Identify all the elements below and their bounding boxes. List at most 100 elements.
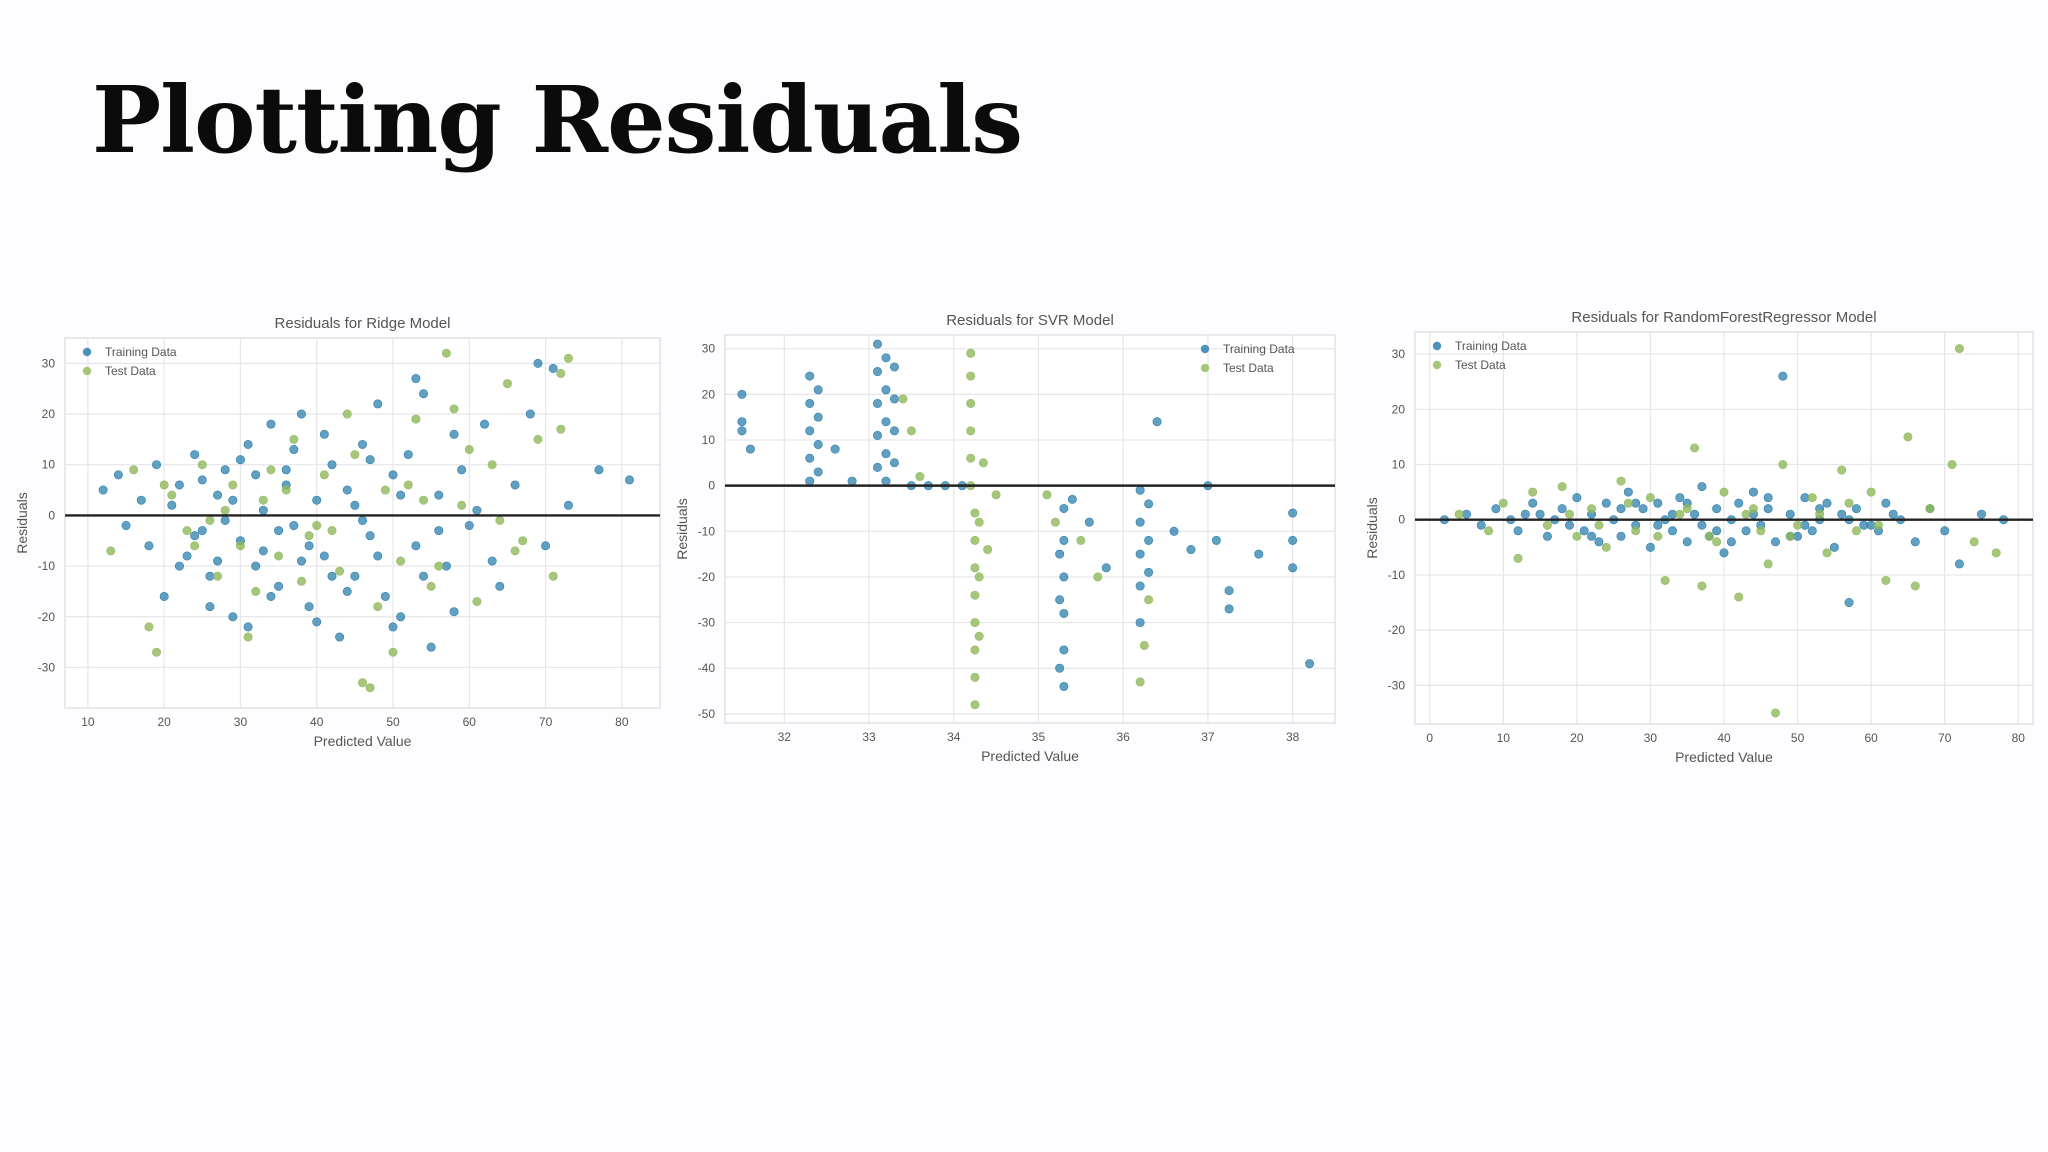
training-point	[1055, 595, 1065, 605]
test-point	[129, 465, 139, 475]
test-point	[1851, 526, 1861, 536]
test-point	[1557, 482, 1567, 492]
training-point	[464, 521, 474, 531]
training-point	[737, 426, 747, 436]
test-point	[152, 647, 162, 657]
test-point	[970, 563, 980, 573]
test-point	[1042, 490, 1052, 500]
training-point	[1059, 645, 1069, 655]
training-point	[1135, 517, 1145, 527]
test-point	[365, 683, 375, 693]
training-point	[1224, 604, 1234, 614]
training-point	[1059, 608, 1069, 618]
training-point	[472, 505, 482, 515]
training-point	[319, 551, 329, 561]
training-point	[1565, 520, 1575, 530]
test-point	[1660, 575, 1670, 585]
y-tick-label: 10	[42, 458, 56, 472]
x-tick-label: 60	[1864, 731, 1878, 745]
test-point	[403, 480, 413, 490]
y-tick-label: 0	[708, 479, 715, 493]
chart-title: Residuals for SVR Model	[946, 312, 1114, 329]
legend-label: Test Data	[1223, 361, 1274, 375]
training-point	[1851, 504, 1861, 514]
training-point	[1859, 520, 1869, 530]
training-point	[190, 450, 200, 460]
test-point	[1763, 559, 1773, 569]
training-point	[1144, 567, 1154, 577]
training-point	[449, 429, 459, 439]
training-point	[304, 541, 314, 551]
training-point	[457, 465, 467, 475]
training-point	[220, 515, 230, 525]
test-point	[1793, 520, 1803, 530]
test-point	[966, 371, 976, 381]
training-point	[873, 367, 883, 377]
training-point	[235, 455, 245, 465]
training-point	[258, 546, 268, 556]
training-point	[495, 581, 505, 591]
training-point	[350, 571, 360, 581]
test-point	[556, 424, 566, 434]
legend-label: Training Data	[1223, 342, 1295, 356]
training-point	[1528, 498, 1538, 508]
training-point	[548, 363, 558, 373]
test-point	[106, 546, 116, 556]
test-point	[1947, 460, 1957, 470]
training-point	[357, 439, 367, 449]
test-point	[1844, 498, 1854, 508]
test-point	[449, 404, 459, 414]
test-point	[1653, 531, 1663, 541]
training-point	[1807, 526, 1817, 536]
legend-training-marker	[1200, 344, 1210, 354]
training-point	[1616, 531, 1626, 541]
training-point	[266, 591, 276, 601]
training-point	[1770, 537, 1780, 547]
training-point	[1741, 526, 1751, 536]
training-point	[1535, 509, 1545, 519]
test-point	[1050, 517, 1060, 527]
training-point	[1976, 509, 1986, 519]
training-point	[365, 531, 375, 541]
x-tick-label: 30	[234, 715, 248, 729]
training-point	[1135, 485, 1145, 495]
test-point	[167, 490, 177, 500]
test-point	[281, 485, 291, 495]
test-point	[1542, 520, 1552, 530]
test-point	[457, 500, 467, 510]
x-tick-label: 36	[1117, 730, 1131, 744]
training-point	[113, 470, 123, 480]
training-point	[1476, 520, 1486, 530]
training-point	[1211, 535, 1221, 545]
training-point	[1557, 504, 1567, 514]
chart-svg: 0 10 20 30 40 50 60 70 80 -30 -20 -10 0 10 20 30 Residua…	[1364, 309, 2034, 765]
test-point	[1093, 572, 1103, 582]
training-point	[419, 389, 429, 399]
test-point	[1866, 487, 1876, 497]
training-point	[449, 607, 459, 617]
test-point	[1135, 677, 1145, 687]
test-point	[970, 590, 980, 600]
test-point	[1785, 531, 1795, 541]
test-point	[350, 450, 360, 460]
test-point	[974, 572, 984, 582]
training-point	[1829, 542, 1839, 552]
test-point	[396, 556, 406, 566]
training-point	[541, 541, 551, 551]
test-point	[1498, 498, 1508, 508]
training-point	[889, 458, 899, 468]
test-point	[190, 541, 200, 551]
training-point	[881, 476, 891, 486]
training-point	[1785, 509, 1795, 519]
x-tick-label: 33	[862, 730, 876, 744]
training-point	[296, 409, 306, 419]
training-point	[873, 430, 883, 440]
training-point	[881, 417, 891, 427]
training-point	[1059, 681, 1069, 691]
training-point	[1594, 537, 1604, 547]
training-point	[873, 398, 883, 408]
training-point	[1288, 563, 1298, 573]
y-tick-label: 20	[1392, 402, 1406, 416]
training-point	[1305, 659, 1315, 669]
training-point	[1682, 537, 1692, 547]
